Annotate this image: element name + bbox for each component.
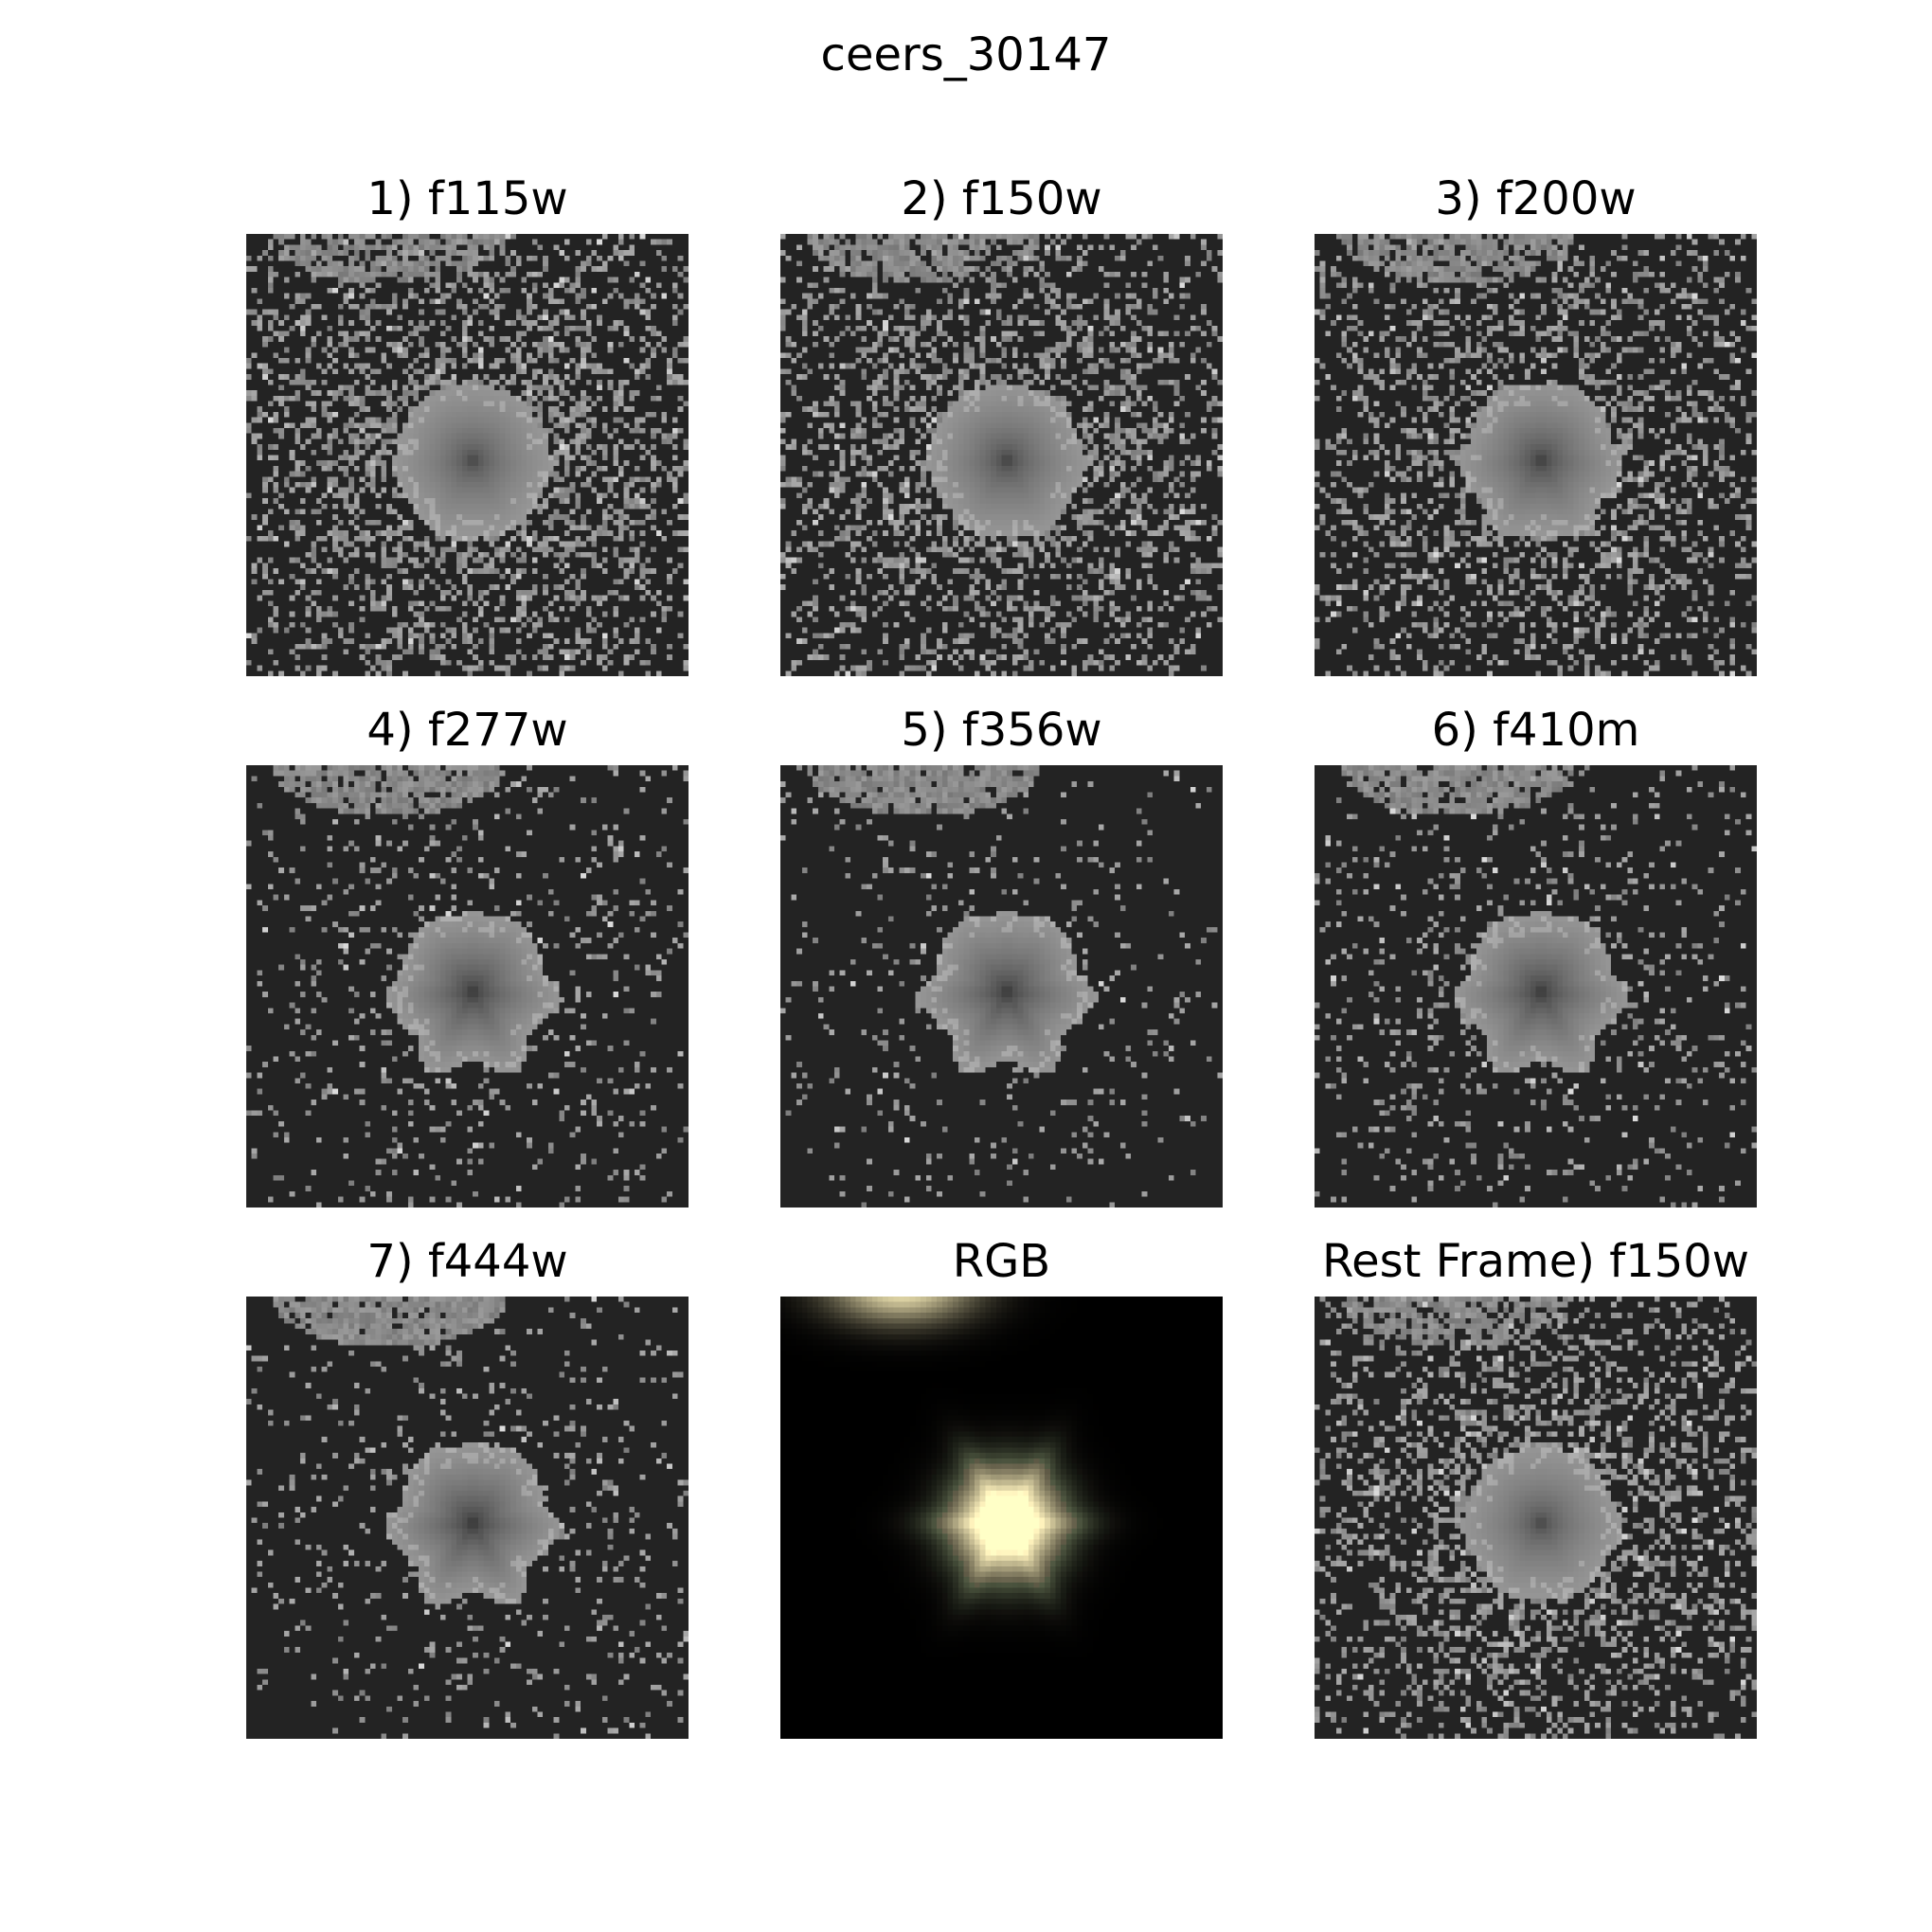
panel-title: 4) f277w	[367, 704, 568, 757]
panel-title: 1) f115w	[367, 172, 568, 225]
figure-title: ceers_30147	[820, 28, 1112, 81]
panel-title: 5) f356w	[901, 704, 1102, 757]
panel-title: Rest Frame) f150w	[1321, 1235, 1750, 1288]
panel-title: 3) f200w	[1435, 172, 1637, 225]
panel-image	[1315, 765, 1757, 1208]
panel-image	[1315, 234, 1757, 676]
panel-image	[1315, 1297, 1757, 1739]
panel-title: RGB	[952, 1235, 1051, 1288]
panel-image	[246, 765, 689, 1208]
panel-image	[780, 234, 1223, 676]
panel-image	[246, 1297, 689, 1739]
panel-title: 7) f444w	[367, 1235, 568, 1288]
panel-title: 6) f410m	[1431, 704, 1640, 757]
panel-title: 2) f150w	[901, 172, 1102, 225]
panel-image	[246, 234, 689, 676]
panel-image	[780, 765, 1223, 1208]
panel-image	[780, 1297, 1223, 1739]
